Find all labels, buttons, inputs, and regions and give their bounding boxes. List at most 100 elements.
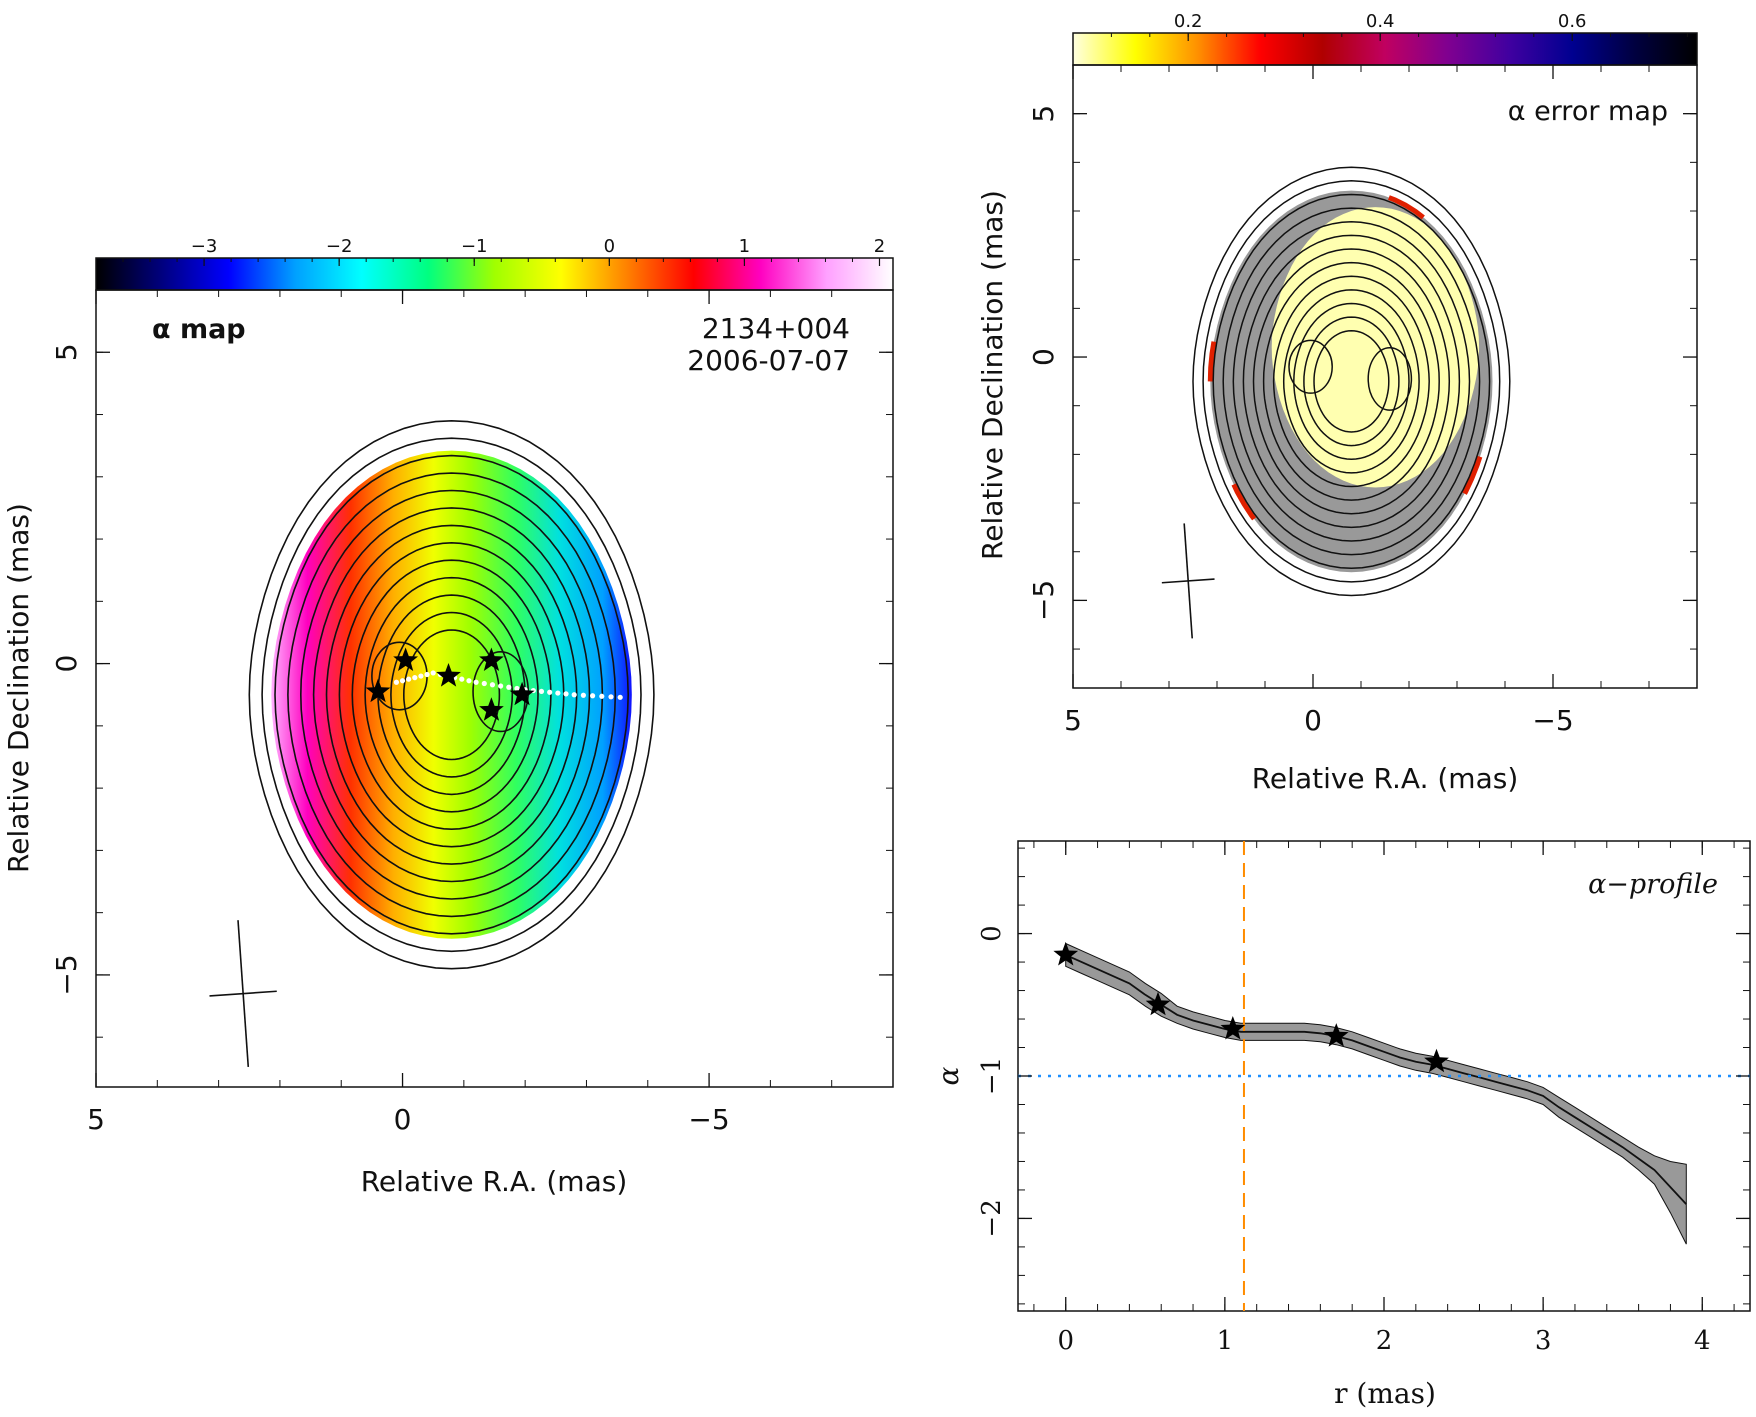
ridge-point — [617, 694, 623, 700]
contour-line — [287, 472, 617, 918]
alpha-map-frame — [95, 289, 894, 1088]
contour-line — [364, 576, 539, 813]
alpha-profile-panel: 0 1 2 3 4 0 −1 −2 α−profile r (mas) α — [932, 840, 1751, 1410]
alpha-map-panel: −3 −2 −1 0 1 2 5 0 −5 5 0 −5 α map 2134+004 2006-0… — [2, 236, 894, 1198]
contour-line — [1232, 220, 1471, 542]
contour-line — [1367, 346, 1413, 411]
contour-line — [1252, 248, 1451, 515]
x-tick-label: −5 — [688, 1103, 729, 1136]
contour-line — [248, 419, 655, 970]
x-tick-label: 3 — [1535, 1326, 1552, 1356]
y-tick-label: 0 — [1027, 348, 1060, 366]
ridge-point — [608, 694, 614, 700]
x-tick-label: 1 — [1217, 1326, 1234, 1356]
y-tick-label: −2 — [977, 1199, 1007, 1237]
ridge-point — [412, 675, 418, 681]
alpha-map-label: α map — [152, 314, 246, 345]
error-map-xlabel: Relative R.A. (mas) — [1252, 762, 1519, 795]
profile-star — [1145, 991, 1171, 1016]
ridge-point — [406, 676, 412, 682]
ridge-point — [459, 676, 465, 682]
x-tick-label: 5 — [87, 1103, 105, 1136]
component-star — [479, 697, 504, 721]
alpha-map-axes: 5 0 −5 5 0 −5 — [50, 289, 894, 1136]
colorbar-tick-label: 0.6 — [1558, 11, 1587, 32]
ridge-point — [547, 689, 553, 695]
ridge-point — [399, 678, 406, 684]
colorbar-tick-label: 0 — [604, 236, 615, 257]
profile-star — [1220, 1016, 1246, 1040]
error-map-ylabel: Relative Declination (mas) — [976, 190, 1009, 560]
profile-ylabel: α — [932, 1066, 965, 1085]
beam-minor-axis — [209, 990, 277, 997]
contour-line — [351, 559, 552, 831]
contour-line — [1288, 339, 1333, 394]
x-tick-label: 0 — [1057, 1326, 1074, 1356]
colorbar-tick-label: −1 — [461, 236, 488, 257]
error-map-axes: 5 0 −5 5 0 −5 — [1027, 64, 1698, 737]
alpha-colorbar — [95, 257, 894, 291]
ridge-point — [514, 685, 520, 692]
alpha-map-image — [271, 450, 632, 939]
colorbar-tick-label: 0.4 — [1366, 11, 1395, 32]
error-map-image — [1207, 188, 1496, 575]
profile-label: α−profile — [1588, 869, 1718, 900]
contour-line — [1303, 316, 1400, 447]
contour-line — [312, 507, 591, 883]
ridge-point — [481, 680, 487, 687]
x-tick-label: 4 — [1694, 1326, 1711, 1356]
alpha-map-xlabel: Relative R.A. (mas) — [361, 1165, 628, 1198]
y-tick-label: 5 — [50, 343, 83, 361]
epoch-date: 2006-07-07 — [687, 344, 850, 377]
ridge-point — [538, 688, 545, 695]
contour-line — [1212, 193, 1491, 570]
alpha-map-emission — [271, 450, 632, 939]
alpha-map-components — [365, 647, 535, 721]
contour-line — [274, 454, 630, 935]
profile-axes: 0 1 2 3 4 0 −1 −2 — [977, 841, 1750, 1356]
x-tick-label: −5 — [1532, 704, 1573, 737]
profile-star — [1323, 1023, 1349, 1047]
ridge-point — [489, 682, 496, 688]
y-tick-label: −5 — [50, 954, 83, 995]
ridge-point — [571, 692, 577, 698]
error-map-panel: 0.2 0.4 0.6 5 0 −5 5 0 −5 α error map Relative … — [976, 11, 1698, 795]
y-tick-label: 0 — [977, 925, 1007, 942]
contour-line — [1222, 207, 1481, 556]
colorbar-tick-label: −2 — [326, 236, 353, 257]
error-map-beam — [1161, 523, 1215, 639]
ridge-point — [424, 671, 430, 678]
x-tick-label: 0 — [1304, 704, 1322, 737]
alpha-colorbar-ticks: −3 −2 −1 0 1 2 — [122, 236, 885, 266]
profile-line — [1065, 954, 1687, 1205]
x-tick-label: 2 — [1376, 1326, 1393, 1356]
ridge-point — [506, 684, 512, 690]
source-name: 2134+004 — [702, 312, 850, 345]
ridge-point — [498, 683, 504, 689]
profile-star — [1053, 941, 1079, 966]
y-tick-label: −1 — [977, 1057, 1007, 1095]
error-colorbar-ticks: 0.2 0.4 0.6 — [1072, 11, 1688, 41]
contour-line — [1282, 289, 1420, 474]
ridge-point — [466, 678, 472, 684]
error-colorbar — [1072, 32, 1698, 66]
profile-xlabel: r (mas) — [1334, 1377, 1436, 1410]
contour-line — [1242, 234, 1461, 529]
colorbar-tick-label: 0.2 — [1174, 11, 1203, 32]
contour-line — [402, 629, 501, 761]
contour-line — [1313, 329, 1390, 433]
component-star — [393, 647, 418, 671]
ridge-point — [599, 693, 605, 699]
contour-line — [1262, 261, 1440, 501]
x-tick-label: 0 — [394, 1103, 412, 1136]
ridge-point — [430, 670, 436, 676]
component-star — [479, 647, 504, 671]
component-star — [436, 663, 461, 687]
error-map-contours — [1192, 166, 1511, 597]
y-tick-label: −5 — [1027, 580, 1060, 621]
beam-minor-axis — [1161, 578, 1215, 584]
ridge-point — [589, 693, 596, 699]
alpha-map-beam — [209, 920, 277, 1068]
ridge-point — [563, 691, 569, 697]
